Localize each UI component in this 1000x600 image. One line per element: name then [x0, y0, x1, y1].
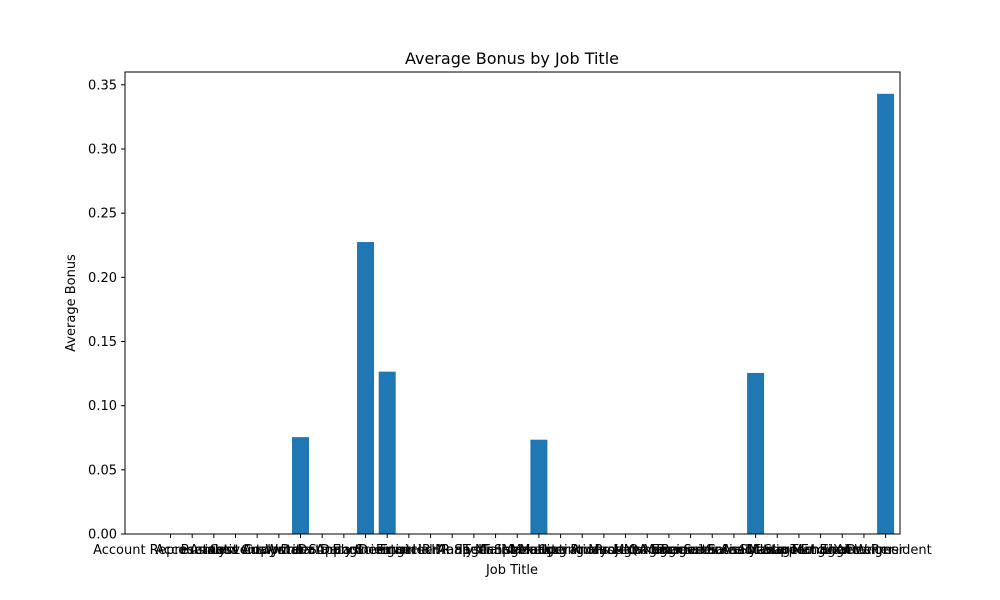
x-tick-label: Engineer: [380, 543, 439, 558]
chart-title: Average Bonus by Job Title: [405, 49, 619, 68]
x-tick-label: Sales Manager: [708, 543, 804, 558]
y-tick-label: 0.30: [88, 143, 117, 158]
bar: [357, 242, 375, 535]
x-tick-label: Operations Manager: [538, 543, 671, 558]
x-tick-label: Copywriter: [243, 543, 315, 558]
x-tick-label: Product Manager: [570, 543, 681, 558]
y-tick-label: 0.05: [88, 463, 117, 478]
y-tick-label: 0.10: [88, 399, 117, 414]
x-tick-label: IT Manager: [459, 543, 533, 558]
x-tick-label: HR Specialist: [431, 543, 516, 558]
x-tick-label: Account Representative: [93, 543, 248, 558]
x-tick-label: Technical Writer: [790, 543, 895, 558]
y-tick-label: 0.20: [88, 271, 117, 286]
x-tick-label: Sales Associate: [683, 543, 784, 558]
x-tick-label: Software Engineer: [739, 543, 859, 558]
x-tick-label: Marketing Analyst: [502, 543, 619, 558]
bar: [530, 439, 548, 534]
x-tick-label: Data Analyst: [280, 543, 363, 558]
plot-area: 0.00 0.05 0.10 0.15 0.20 0.25 0.30 0.35 Account …: [88, 71, 932, 558]
bar: [292, 437, 310, 534]
y-tick-label: 0.00: [88, 528, 117, 543]
x-tick-label: Content Writer: [209, 543, 305, 558]
x-tick-label: Social Media Manager: [706, 543, 849, 558]
x-tick-label: Project Manager: [594, 543, 700, 558]
x-tick-label: Manager: [510, 543, 568, 558]
x-tick-label: Marketing Manager: [519, 543, 646, 558]
x-tick-label: Support Engineer: [764, 543, 878, 558]
x-tick-label: Recruiter: [661, 543, 721, 558]
bar: [877, 93, 895, 534]
x-tick-label: Data Scientist: [320, 543, 411, 558]
y-tick-label: 0.35: [88, 78, 117, 93]
x-axis-label: Job Title: [485, 563, 538, 578]
x-tick-label: Analyst: [190, 543, 238, 558]
x-tick-label: Research Analyst: [656, 543, 768, 558]
x-tick-label: IT Specialist: [478, 543, 556, 558]
bar: [378, 371, 396, 534]
x-tick-label: Accountant: [155, 543, 229, 558]
x-tick-label: Customer Support: [241, 543, 360, 558]
x-tick-label: UX Designer: [824, 543, 905, 558]
x-tick-label: Designer: [358, 543, 417, 558]
bar: [747, 372, 765, 534]
y-tick-label: 0.25: [88, 207, 117, 222]
x-tick-label: HR Manager: [412, 543, 493, 558]
x-tick-label: QA Engineer: [628, 543, 710, 558]
x-tick-label: Financial Analyst: [376, 543, 485, 558]
y-tick-label: 0.15: [88, 335, 117, 350]
plot-frame: [124, 71, 901, 535]
x-tick-label: Vice President: [840, 543, 932, 558]
y-axis-label: Average Bonus: [64, 254, 79, 352]
x-tick-label: Business Analyst: [181, 543, 291, 558]
x-tick-label: Data Engineer: [297, 543, 391, 558]
